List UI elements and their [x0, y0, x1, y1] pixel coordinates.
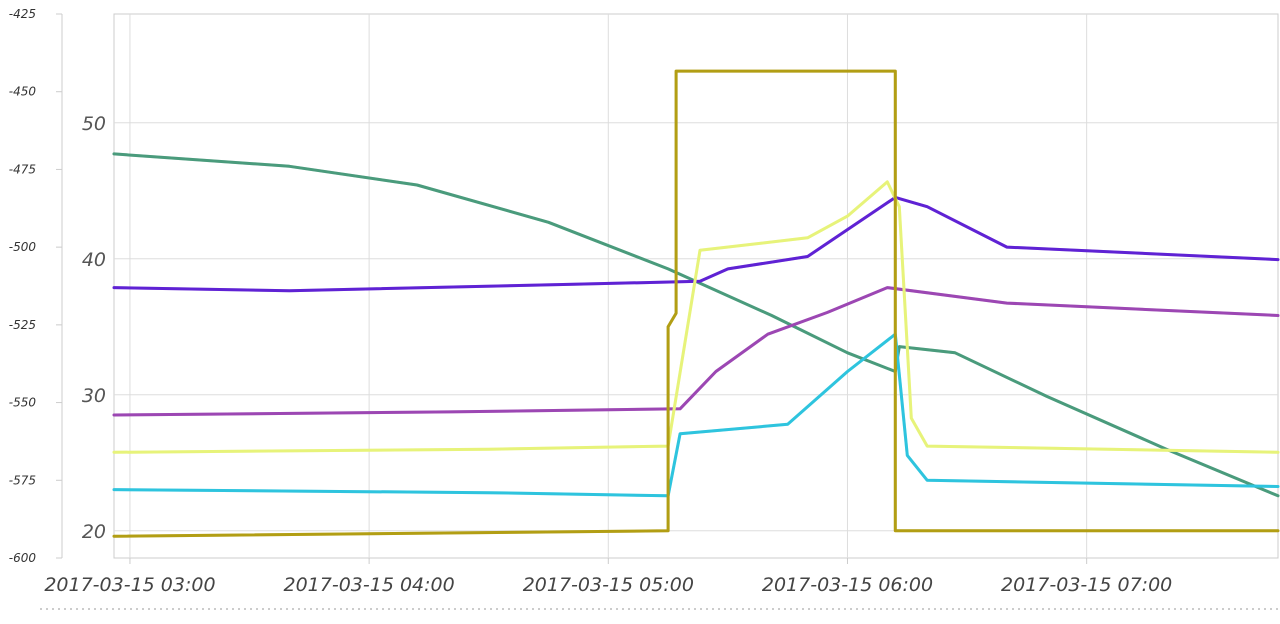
outer-y-tick-label: -525 — [9, 318, 36, 332]
grid-layer — [113, 13, 1279, 559]
outer-y-tick-label: -475 — [9, 162, 36, 176]
inner-y-tick-label: 40 — [82, 249, 106, 271]
plot-frame — [113, 13, 1279, 559]
inner-y-tick-label: 20 — [82, 521, 106, 543]
series-line-shadow-dark-green — [112, 152, 1280, 498]
series-line-dark-green[interactable] — [112, 152, 1280, 498]
x-tick-label: 2017-03-15 06:00 — [762, 574, 933, 596]
outer-y-tick-label: -600 — [9, 551, 37, 565]
series-line-magenta[interactable] — [112, 286, 1280, 417]
outer-y-tick-label: -450 — [9, 85, 37, 99]
inner-y-tick-label: 50 — [82, 113, 106, 135]
outer-y-tick-label: -550 — [9, 396, 37, 410]
outer-y-tick-label: -425 — [9, 7, 36, 21]
series-line-shadow-light-yellow — [112, 180, 1280, 454]
series-line-purple[interactable] — [112, 195, 1280, 293]
series-line-shadow-olive — [112, 69, 1280, 538]
series-layer — [112, 69, 1280, 538]
series-line-light-yellow[interactable] — [112, 180, 1280, 454]
axis-layer: -425 -450 -475 -500 -525 -550 -575 -600 50 40 30 20… — [9, 7, 1173, 596]
x-tick-label: 2017-03-15 04:00 — [284, 574, 455, 596]
inner-y-tick-label: 30 — [82, 385, 106, 407]
series-line-cyan[interactable] — [112, 332, 1280, 498]
outer-y-tick-label: -500 — [9, 240, 37, 254]
x-tick-label: 2017-03-15 07:00 — [1001, 574, 1172, 596]
outer-y-tick-label: -575 — [9, 473, 36, 487]
series-line-olive[interactable] — [112, 69, 1280, 538]
x-tick-label: 2017-03-15 03:00 — [44, 574, 215, 596]
series-line-shadow-cyan — [112, 332, 1280, 498]
x-tick-label: 2017-03-15 05:00 — [523, 574, 694, 596]
